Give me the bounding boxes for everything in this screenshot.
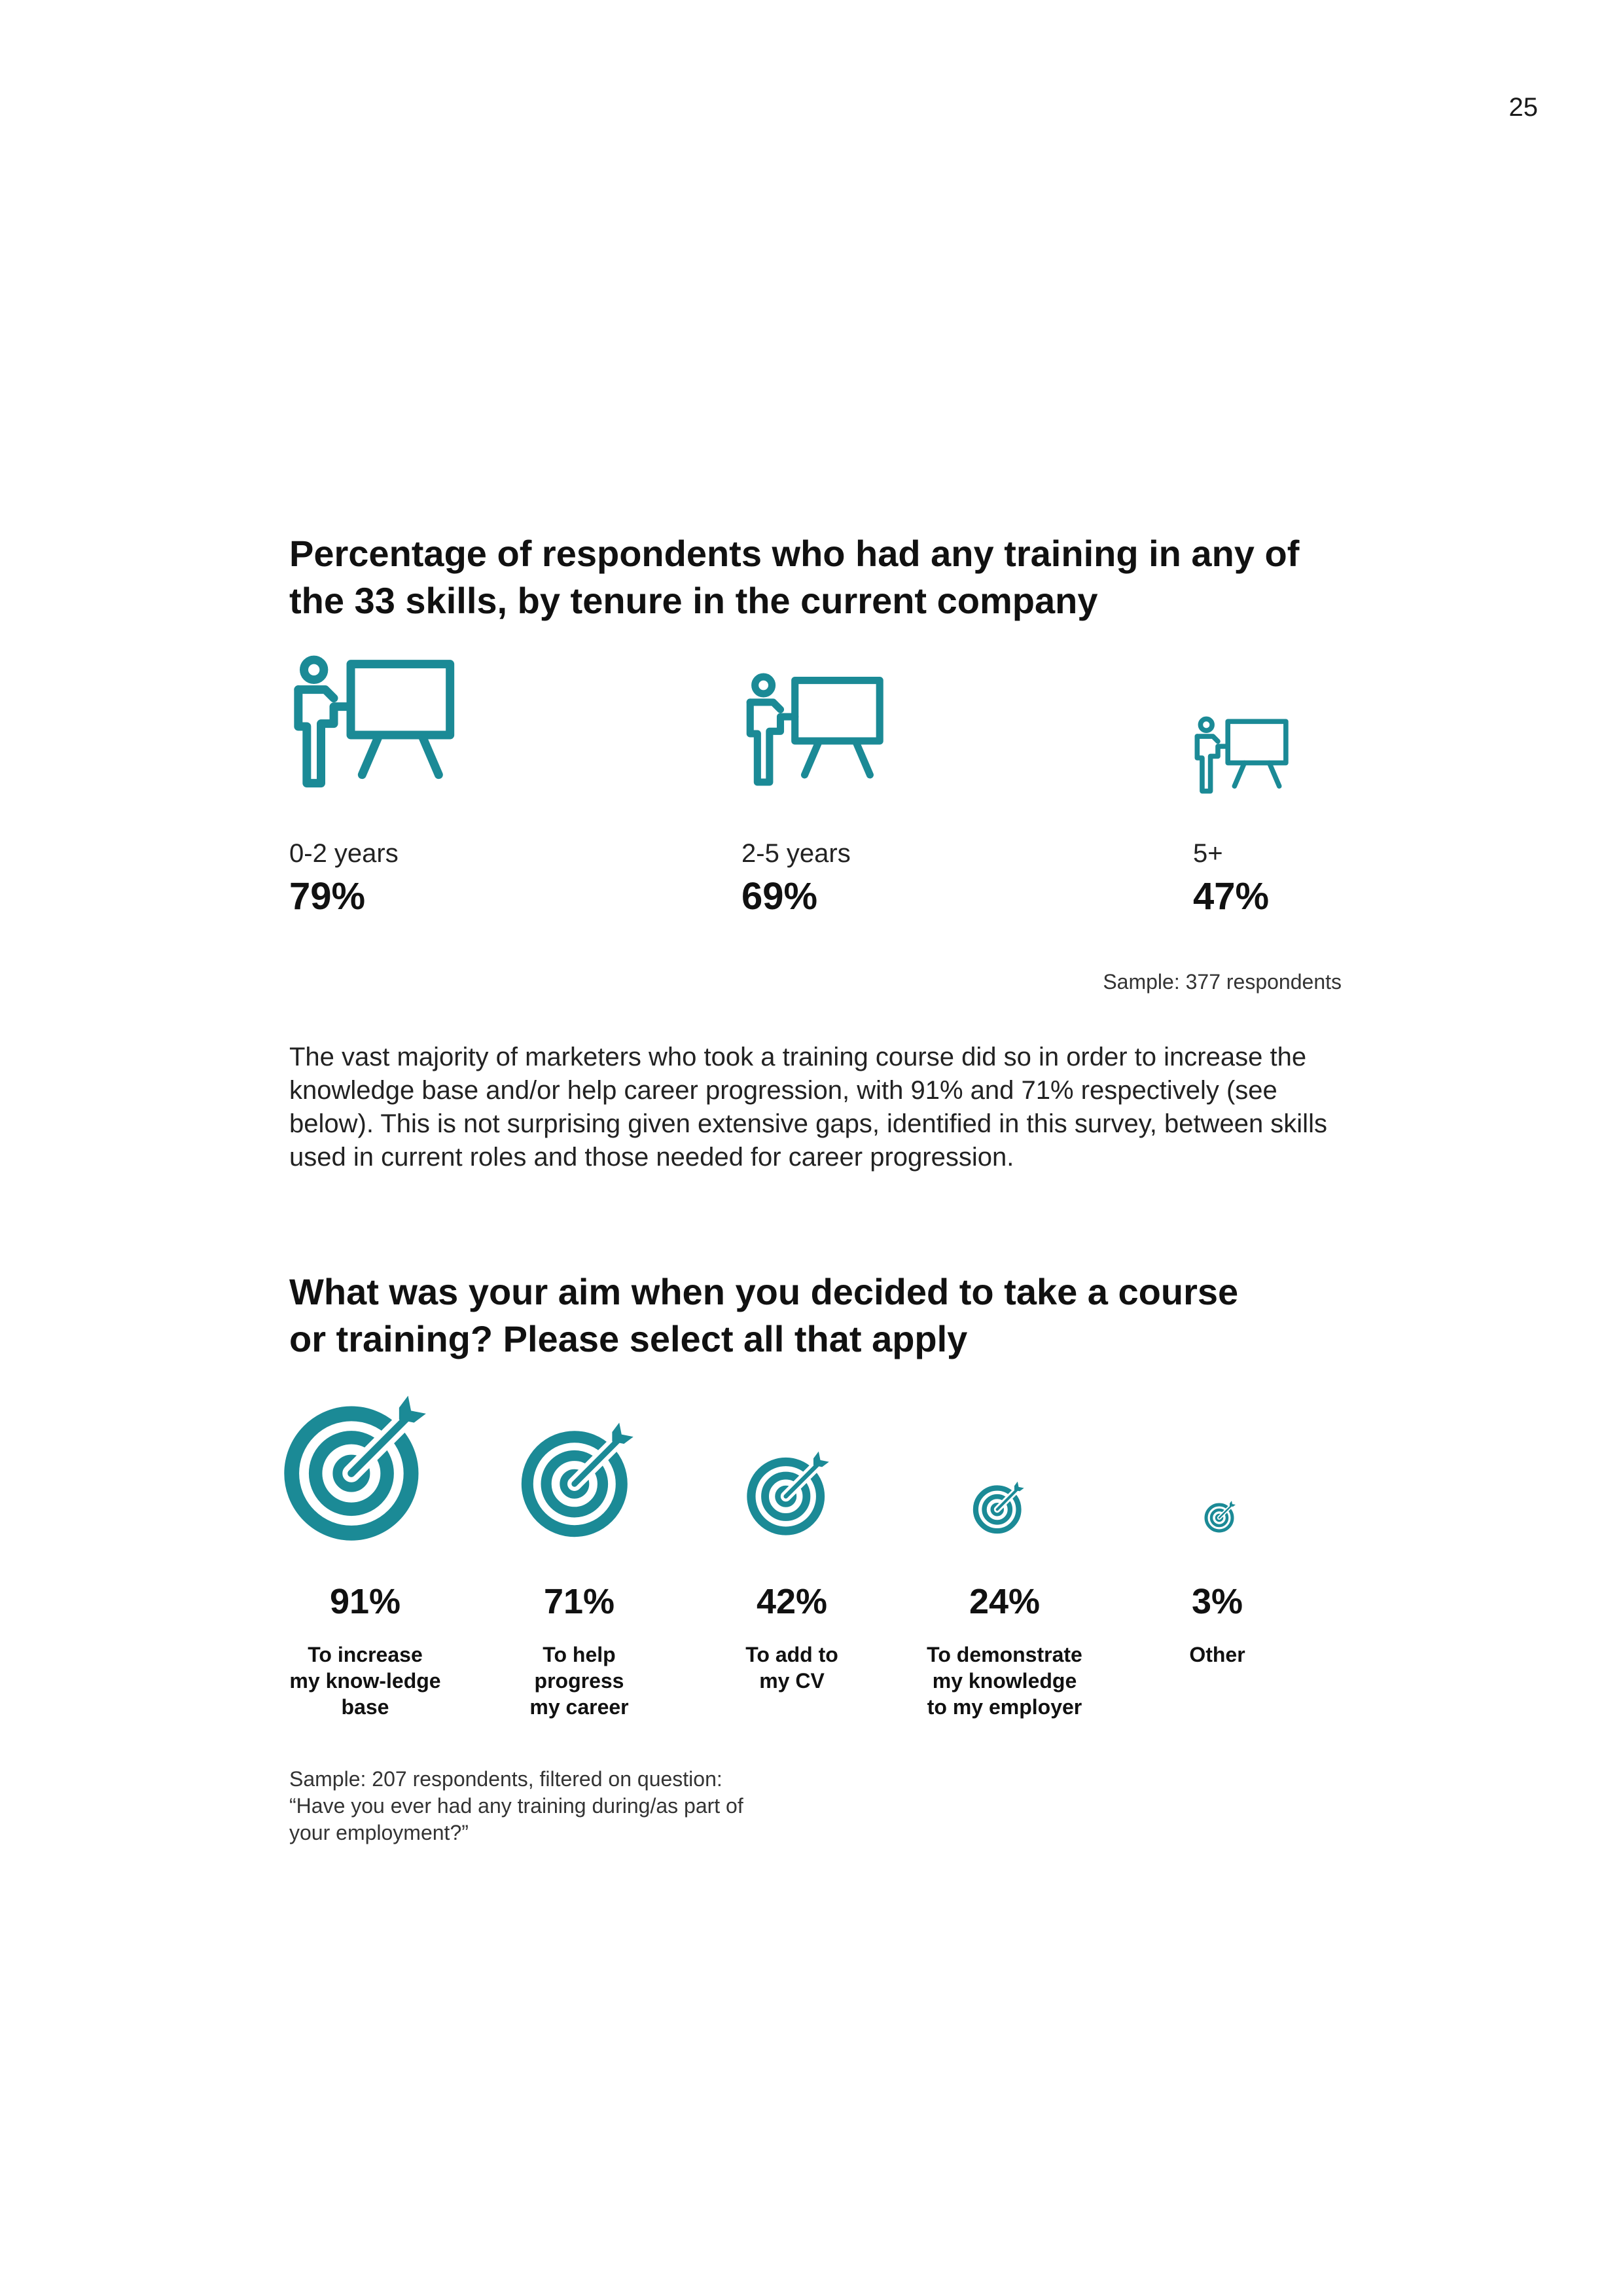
aim-label: Other	[1119, 1641, 1315, 1668]
aim-label-line: To increase	[308, 1643, 423, 1666]
section2-title-line2: or training? Please select all that appl…	[289, 1318, 968, 1359]
aim-label-line: Other	[1189, 1643, 1245, 1666]
aim-label-line: base	[341, 1695, 389, 1719]
aim-value: 24%	[969, 1582, 1041, 1621]
section1-heading: Percentage of respondents who had any tr…	[289, 530, 1402, 624]
sample-note-line: your employment?”	[289, 1821, 469, 1844]
aim-label: To increase my know-ledge base	[267, 1641, 463, 1720]
aim-value: 71%	[543, 1582, 615, 1621]
presenter-board-icon	[746, 673, 883, 786]
sample-note-line: “Have you ever had any training during/a…	[289, 1794, 743, 1818]
aim-label-line: To demonstrate	[927, 1643, 1082, 1666]
aim-label-line: my career	[529, 1695, 629, 1719]
aim-label: To help progress my career	[481, 1641, 677, 1720]
aim-label-line: progress	[534, 1669, 624, 1693]
target-arrow-icon	[972, 1481, 1024, 1534]
tenure-label: 2-5 years	[741, 839, 851, 868]
sample-note-line: Sample: 207 respondents, filtered on que…	[289, 1767, 722, 1791]
aim-label-line: my CV	[759, 1669, 825, 1693]
tenure-value: 79%	[289, 875, 366, 918]
target-arrow-icon	[1204, 1501, 1236, 1533]
aim-label-line: To help	[543, 1643, 616, 1666]
presenter-board-icon	[294, 655, 455, 788]
aim-label-line: my know-ledge	[289, 1669, 441, 1693]
aim-value: 42%	[756, 1582, 828, 1621]
aim-label-line: To add to	[745, 1643, 838, 1666]
sample-note: Sample: 377 respondents	[1103, 970, 1342, 994]
tenure-value: 47%	[1193, 875, 1270, 918]
page-number: 25	[1508, 93, 1539, 122]
aim-label-line: my knowledge	[932, 1669, 1077, 1693]
aim-value: 3%	[1191, 1582, 1243, 1621]
presenter-board-icon	[1194, 716, 1289, 794]
sample-note: Sample: 207 respondents, filtered on que…	[289, 1766, 878, 1846]
section1-title-line1: Percentage of respondents who had any tr…	[289, 533, 1300, 574]
tenure-label: 5+	[1193, 839, 1223, 868]
aim-label: To add to my CV	[694, 1641, 890, 1694]
tenure-value: 69%	[741, 875, 818, 918]
section1-title-line2: the 33 skills, by tenure in the current …	[289, 580, 1098, 621]
aim-label: To demonstrate my knowledge to my employ…	[906, 1641, 1103, 1720]
aim-value: 91%	[329, 1582, 401, 1621]
target-arrow-icon	[284, 1395, 426, 1541]
target-arrow-icon	[747, 1451, 829, 1535]
section2-title-line1: What was your aim when you decided to ta…	[289, 1271, 1239, 1312]
section2-heading: What was your aim when you decided to ta…	[289, 1268, 1402, 1363]
target-arrow-icon	[521, 1422, 633, 1537]
tenure-label: 0-2 years	[289, 839, 399, 868]
aim-label-line: to my employer	[927, 1695, 1082, 1719]
body-paragraph: The vast majority of marketers who took …	[289, 1043, 1327, 1172]
